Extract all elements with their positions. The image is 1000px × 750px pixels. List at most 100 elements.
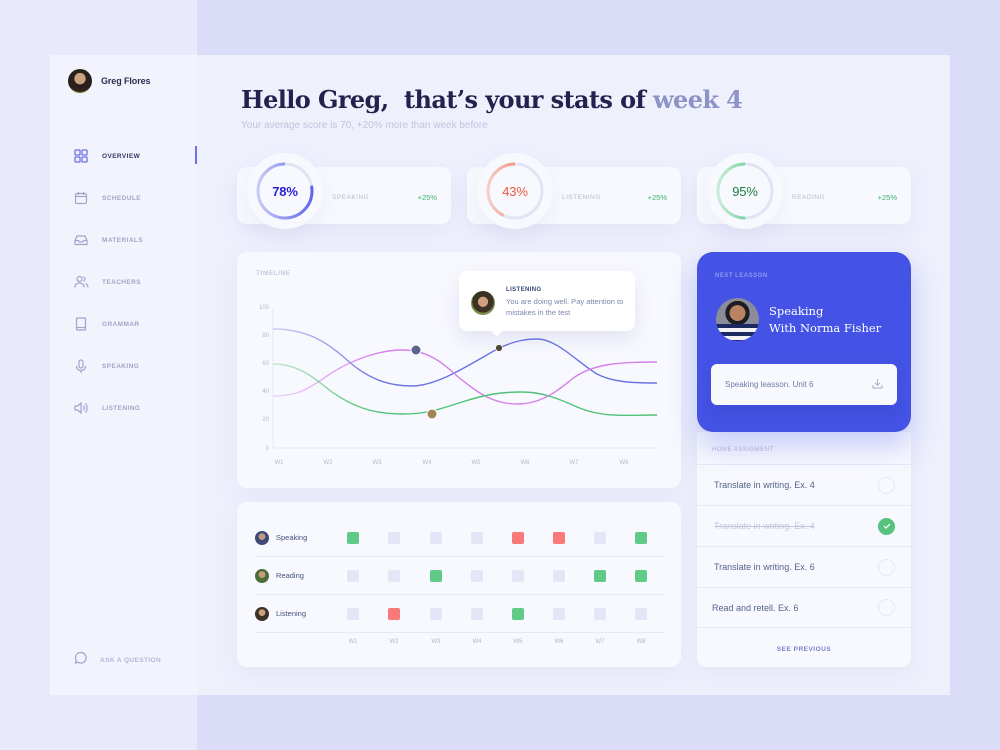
week-cell[interactable] xyxy=(635,532,647,544)
week-cell[interactable] xyxy=(553,608,565,620)
svg-text:W1: W1 xyxy=(275,460,285,466)
week-cell[interactable] xyxy=(635,608,647,620)
svg-text:60: 60 xyxy=(262,361,269,367)
week-label: W7 xyxy=(595,639,605,645)
sidebar-item-schedule[interactable]: SCHEDULE xyxy=(50,177,197,219)
inbox-icon xyxy=(73,232,89,248)
sidebar-item-listening[interactable]: LISTENING xyxy=(50,387,197,429)
sidebar-item-label: OVERVIEW xyxy=(102,152,141,160)
week-cell[interactable] xyxy=(430,570,442,582)
week-label: W3 xyxy=(431,639,441,645)
check-icon xyxy=(883,523,890,529)
next-lesson-label: NEXT LEASSON xyxy=(715,273,768,279)
ask-question-button[interactable]: ASK A QUESTION xyxy=(73,651,161,670)
week-cell[interactable] xyxy=(347,570,359,582)
svg-text:W4: W4 xyxy=(423,460,433,466)
week-cell[interactable] xyxy=(430,532,442,544)
progress-ring: 95% xyxy=(707,153,783,229)
week-cell[interactable] xyxy=(471,570,483,582)
week-label: W6 xyxy=(554,639,564,645)
sidebar-item-label: GRAMMAR xyxy=(102,320,140,328)
svg-text:20: 20 xyxy=(262,417,269,423)
homework-item[interactable]: Translate in writing. Ex. 4 xyxy=(697,464,911,505)
stat-delta: +25% xyxy=(417,193,437,202)
lesson-teacher: With Norma Fisher xyxy=(769,321,882,335)
week-label: W5 xyxy=(513,639,523,645)
ask-question-label: ASK A QUESTION xyxy=(100,657,162,664)
week-cell[interactable] xyxy=(512,570,524,582)
stat-value: 78% xyxy=(272,183,298,199)
stat-card-reading[interactable]: 95% READING +25% xyxy=(697,153,911,229)
homework-text: Read and retell. Ex. 6 xyxy=(712,602,799,613)
tooltip-avatar xyxy=(471,291,495,315)
svg-text:100: 100 xyxy=(259,305,270,311)
week-cell[interactable] xyxy=(388,570,400,582)
stat-label: READING xyxy=(792,194,826,201)
progress-ring: 78% xyxy=(247,153,323,229)
week-cell[interactable] xyxy=(553,570,565,582)
main-content: Hello Greg, that’s your stats of week 4 … xyxy=(197,55,950,695)
stat-card-speaking[interactable]: 78% SPEAKING +25% xyxy=(237,153,451,229)
checkbox[interactable] xyxy=(878,558,895,576)
homework-item[interactable]: Translate in writing. Ex. 6 xyxy=(697,546,911,587)
next-lesson-card[interactable]: NEXT LEASSON Speaking With Norma Fisher … xyxy=(697,252,911,432)
row-avatar xyxy=(255,607,269,621)
row-label: Listening xyxy=(276,609,307,618)
user-profile[interactable]: Greg Flores xyxy=(68,69,151,93)
user-avatar xyxy=(68,69,92,93)
week-cell[interactable] xyxy=(553,532,565,544)
week-cell[interactable] xyxy=(512,608,524,620)
sidebar-item-grammar[interactable]: GRAMMAR xyxy=(50,303,197,345)
lesson-subject: Speaking xyxy=(769,304,824,318)
checkbox[interactable] xyxy=(878,599,895,616)
matrix-row-listening: Listening xyxy=(255,595,665,633)
svg-text:80: 80 xyxy=(262,333,269,339)
user-name: Greg Flores xyxy=(101,76,151,86)
page-subtitle: Your average score is 70, +20% more than… xyxy=(241,120,488,131)
download-icon[interactable] xyxy=(872,376,883,394)
checkbox-checked[interactable] xyxy=(878,517,895,535)
homework-text: Translate in writing. Ex. 6 xyxy=(714,562,815,572)
chat-bubble-icon xyxy=(73,651,87,670)
week-cell[interactable] xyxy=(388,608,400,620)
svg-text:40: 40 xyxy=(262,389,269,395)
week-cell[interactable] xyxy=(594,570,606,582)
title-greeting: Hello Greg, that’s your stats of xyxy=(241,85,653,114)
row-avatar xyxy=(255,531,269,545)
week-cell[interactable] xyxy=(347,608,359,620)
week-cell[interactable] xyxy=(388,532,400,544)
checkbox[interactable] xyxy=(878,476,895,494)
homework-text: Translate in writing. Ex. 4 xyxy=(714,521,815,531)
week-cell[interactable] xyxy=(594,608,606,620)
homework-text: Translate in writing. Ex. 4 xyxy=(714,480,815,490)
see-previous-link[interactable]: SEE PREVIOUS xyxy=(776,646,832,653)
week-cell[interactable] xyxy=(594,532,606,544)
sidebar-item-teachers[interactable]: TEACHERS xyxy=(50,261,197,303)
matrix-row-reading: Reading xyxy=(255,557,665,595)
chart-title: TIMELINE xyxy=(256,270,291,277)
week-cell[interactable] xyxy=(471,532,483,544)
homework-item[interactable]: Translate in writing. Ex. 4 xyxy=(697,505,911,546)
lesson-file-download[interactable]: Speaking leasson. Unit 6 xyxy=(711,364,897,405)
stat-card-listening[interactable]: 43% LISTENING +25% xyxy=(467,153,681,229)
svg-text:W7: W7 xyxy=(570,460,580,466)
week-cell[interactable] xyxy=(512,532,524,544)
sidebar: Greg Flores OVERVIEW SCHEDULE MATERIALS … xyxy=(50,55,197,695)
speaker-icon xyxy=(73,400,89,416)
sidebar-item-label: LISTENING xyxy=(102,404,141,412)
week-cell[interactable] xyxy=(635,570,647,582)
week-cell[interactable] xyxy=(347,532,359,544)
sidebar-item-speaking[interactable]: SPEAKING xyxy=(50,345,197,387)
sidebar-item-materials[interactable]: MATERIALS xyxy=(50,219,197,261)
next-lesson-title: Speaking With Norma Fisher xyxy=(769,303,881,337)
homework-item[interactable]: Read and retell. Ex. 6 xyxy=(697,587,911,628)
week-cell[interactable] xyxy=(471,608,483,620)
sidebar-item-overview[interactable]: OVERVIEW xyxy=(50,135,197,177)
week-cell[interactable] xyxy=(430,608,442,620)
matrix-row-speaking: Speaking xyxy=(255,519,665,557)
sidebar-item-label: SPEAKING xyxy=(102,362,140,370)
row-avatar xyxy=(255,569,269,583)
chart-tooltip: LISTENING You are doing well. Pay attent… xyxy=(459,271,635,331)
svg-text:W8: W8 xyxy=(620,460,630,466)
sidebar-nav: OVERVIEW SCHEDULE MATERIALS TEACHERS GRA… xyxy=(50,135,197,429)
